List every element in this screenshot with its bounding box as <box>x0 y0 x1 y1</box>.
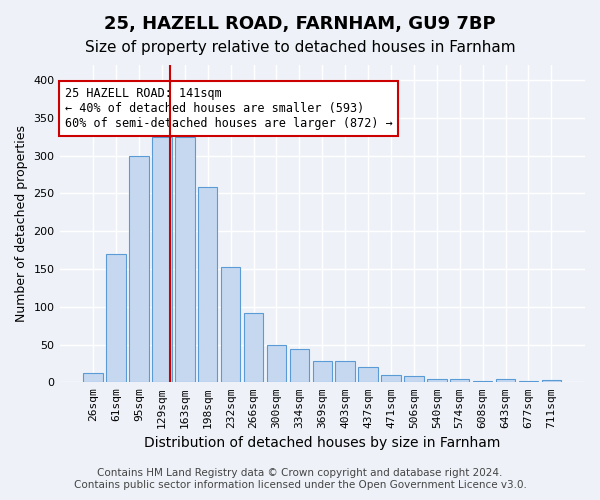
Bar <box>129 156 149 382</box>
Bar <box>267 344 286 383</box>
Bar <box>381 375 401 382</box>
Bar <box>83 373 103 382</box>
Bar <box>106 254 126 382</box>
Bar <box>290 349 309 382</box>
Text: 25 HAZELL ROAD: 141sqm
← 40% of detached houses are smaller (593)
60% of semi-de: 25 HAZELL ROAD: 141sqm ← 40% of detached… <box>65 87 392 130</box>
Bar <box>450 380 469 382</box>
Bar <box>198 188 217 382</box>
Bar <box>404 376 424 382</box>
Bar <box>542 380 561 382</box>
Bar <box>358 367 378 382</box>
Bar <box>335 361 355 382</box>
Bar <box>496 380 515 382</box>
Text: Contains HM Land Registry data © Crown copyright and database right 2024.
Contai: Contains HM Land Registry data © Crown c… <box>74 468 526 490</box>
Bar <box>244 313 263 382</box>
Bar <box>221 266 241 382</box>
Y-axis label: Number of detached properties: Number of detached properties <box>15 125 28 322</box>
Bar <box>313 361 332 382</box>
Text: Size of property relative to detached houses in Farnham: Size of property relative to detached ho… <box>85 40 515 55</box>
Text: 25, HAZELL ROAD, FARNHAM, GU9 7BP: 25, HAZELL ROAD, FARNHAM, GU9 7BP <box>104 15 496 33</box>
Bar <box>152 137 172 382</box>
Bar <box>473 381 493 382</box>
Bar <box>175 137 194 382</box>
Bar <box>427 378 446 382</box>
X-axis label: Distribution of detached houses by size in Farnham: Distribution of detached houses by size … <box>144 436 500 450</box>
Bar <box>519 381 538 382</box>
